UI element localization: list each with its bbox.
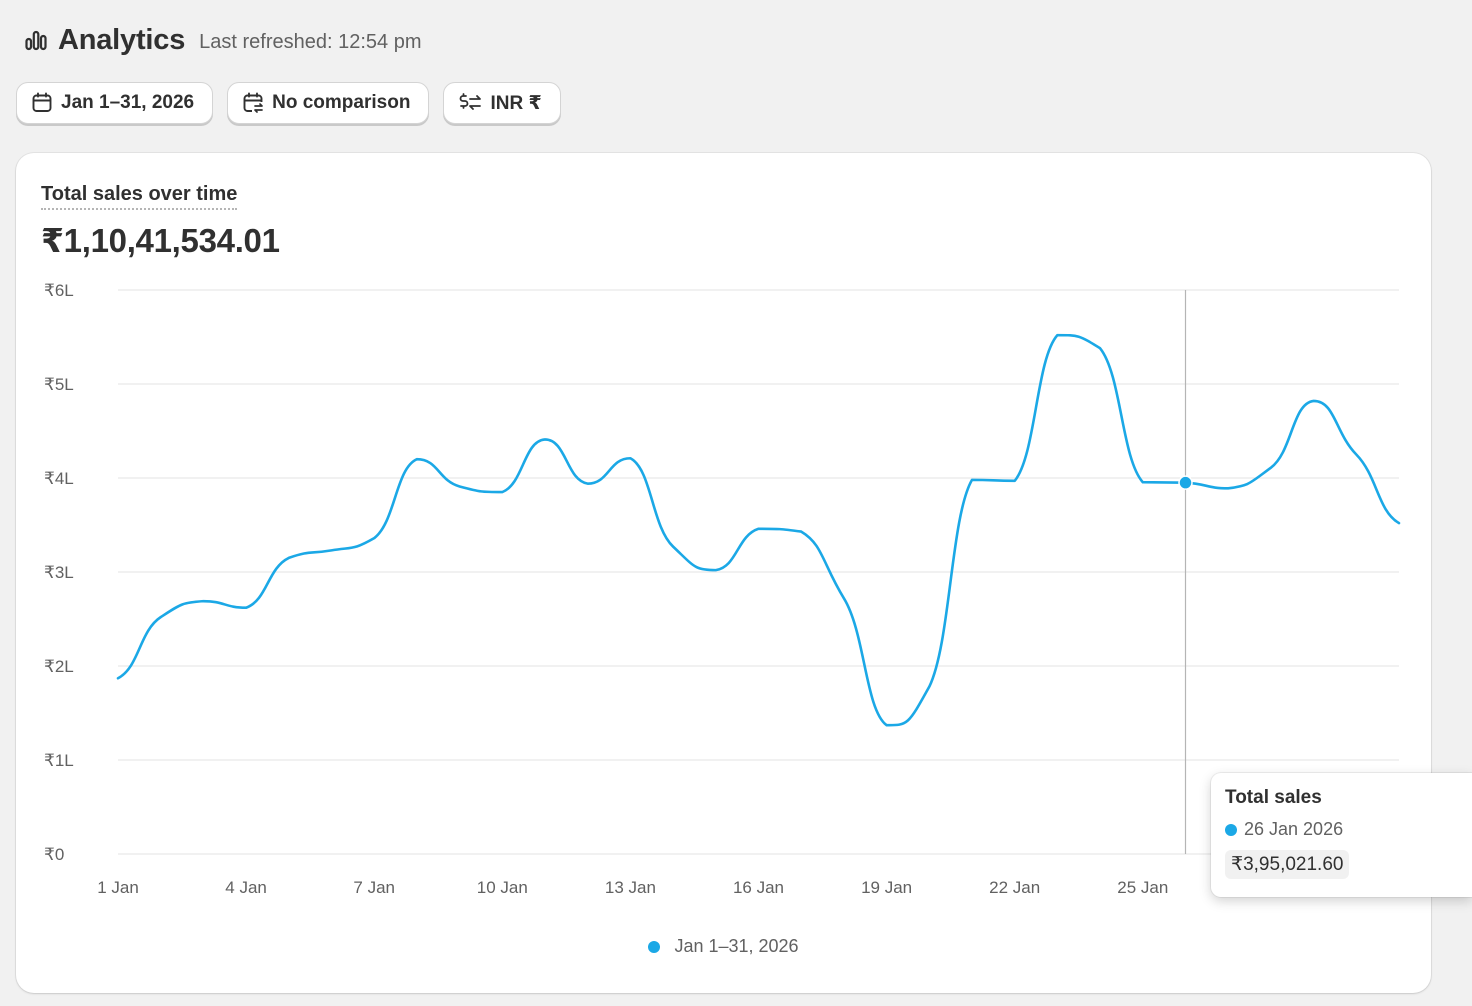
y-tick-label: ₹6L — [44, 281, 74, 300]
x-tick-label: 22 Jan — [989, 878, 1040, 897]
date-range-label: Jan 1–31, 2026 — [61, 92, 195, 113]
currency-button[interactable]: INR ₹ — [443, 82, 561, 124]
x-tick-label: 10 Jan — [477, 878, 528, 897]
total-sales-value: ₹1,10,41,534.01 — [41, 222, 280, 259]
currency-label: INR ₹ — [490, 92, 542, 114]
tooltip-title: Total sales — [1225, 787, 1322, 808]
calendar-icon — [32, 92, 52, 112]
series-line — [116, 333, 1401, 727]
x-tick-label: 16 Jan — [733, 878, 784, 897]
tooltip-date: 26 Jan 2026 — [1244, 819, 1344, 839]
chart-tooltip: Total sales 26 Jan 2026 ₹3,95,021.60 — [1211, 773, 1472, 897]
legend-series-dot — [648, 940, 661, 953]
currency-exchange-icon — [460, 93, 482, 110]
calendar-compare-icon — [243, 92, 263, 113]
legend-series-label: Jan 1–31, 2026 — [674, 936, 799, 956]
x-tick-label: 1 Jan — [97, 878, 139, 897]
tooltip-date-row: 26 Jan 2026 — [1225, 819, 1458, 840]
highlight-point — [1178, 475, 1193, 490]
date-range-button[interactable]: Jan 1–31, 2026 — [16, 82, 214, 124]
sales-line-chart[interactable]: ₹0 ₹1L ₹2L ₹3L ₹4L ₹5L ₹6L 1 Jan 4 Jan 7 Jan 10 Ja… — [16, 153, 1431, 913]
y-tick-label: ₹5L — [44, 375, 74, 394]
tooltip-value: ₹3,95,021.60 — [1225, 850, 1350, 879]
tooltip-series-dot — [1225, 823, 1237, 836]
bar-chart-icon — [24, 28, 48, 52]
y-tick-label: ₹1L — [44, 751, 74, 770]
y-tick-label: ₹0 — [44, 845, 64, 864]
x-tick-label: 13 Jan — [605, 878, 656, 897]
x-tick-label: 19 Jan — [861, 878, 912, 897]
x-tick-label: 7 Jan — [353, 878, 395, 897]
total-sales-card: Total sales over time ₹1,10,41,534.01 ₹0… — [16, 153, 1431, 993]
x-tick-label: 25 Jan — [1117, 878, 1168, 897]
y-tick-label: ₹4L — [44, 469, 74, 488]
y-tick-label: ₹3L — [44, 563, 74, 582]
y-tick-label: ₹2L — [44, 657, 74, 676]
comparison-label: No comparison — [272, 92, 411, 113]
card-title[interactable]: Total sales over time — [41, 183, 238, 210]
chart-legend: Jan 1–31, 2026 — [16, 936, 1431, 957]
page-header: Analytics Last refreshed: 12:54 pm — [24, 20, 422, 60]
last-refreshed-text: Last refreshed: 12:54 pm — [199, 30, 422, 53]
x-tick-label: 4 Jan — [225, 878, 267, 897]
comparison-button[interactable]: No comparison — [227, 82, 430, 124]
page-title: Analytics — [58, 23, 186, 56]
filter-bar: Jan 1–31, 2026 No comparison INR ₹ — [16, 82, 561, 124]
